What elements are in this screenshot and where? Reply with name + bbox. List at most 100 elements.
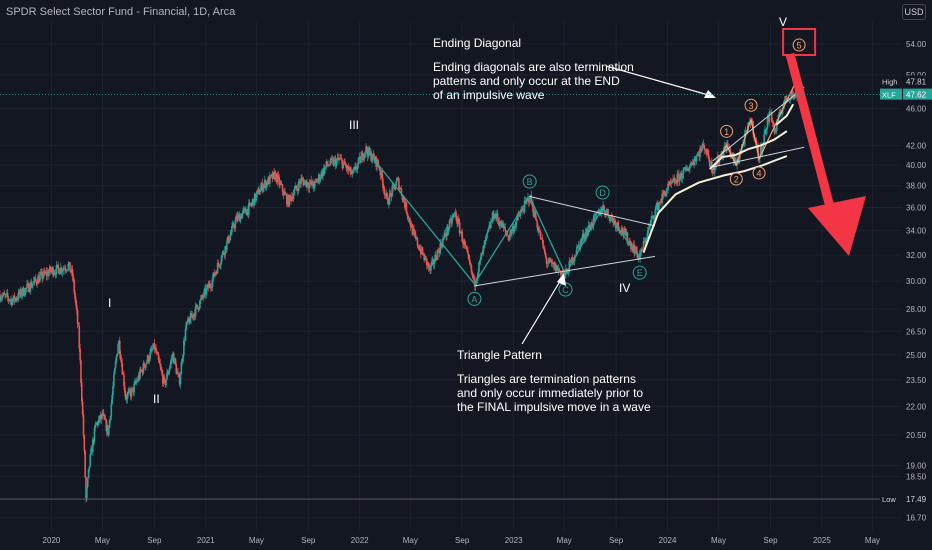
candle-body (156, 352, 158, 354)
candle-body (101, 414, 103, 417)
candle-body (113, 368, 116, 375)
candle-body (38, 275, 41, 283)
candle-body (671, 182, 673, 183)
candle-body (86, 486, 88, 499)
candle-body (83, 435, 86, 452)
candle-body (439, 242, 442, 254)
candle-body (339, 158, 341, 160)
candle-body (53, 273, 55, 276)
candle-body (744, 130, 747, 134)
candle-body (678, 173, 680, 182)
candle-body (507, 235, 510, 241)
candle-body (64, 269, 67, 271)
candle-body (479, 260, 481, 263)
x-tick-label: 2023 (505, 536, 523, 545)
candle-body (445, 235, 447, 237)
triangle-upper-trendline (529, 196, 656, 227)
candle-body (542, 240, 544, 248)
candle-body (37, 276, 40, 283)
candle-body (152, 343, 155, 350)
candle-body (35, 280, 38, 284)
candle-body (112, 385, 114, 395)
currency-button[interactable]: USD (902, 4, 926, 20)
candle-body (457, 218, 459, 224)
candle-body (397, 178, 399, 180)
ending-diagonal-line: patterns and only occur at the END (433, 74, 620, 88)
candle-body (228, 240, 231, 243)
candle-body (217, 263, 220, 265)
candle-body (659, 202, 662, 203)
candle-body (60, 267, 63, 273)
candle-body (317, 174, 320, 180)
candle-body (18, 291, 21, 295)
candle-body (279, 182, 281, 185)
candle-body (107, 425, 109, 435)
candle-body (68, 262, 70, 264)
candle-body (590, 222, 593, 230)
candle-body (465, 246, 468, 250)
candle-body (482, 245, 485, 255)
ending-diagonal-pointer (605, 65, 713, 97)
candle-body (684, 167, 686, 169)
candle-body (257, 188, 259, 191)
price-axis[interactable]: 54.00 50.00 46.00 42.00 40.00 38.00 36.00 34.00… (880, 40, 932, 523)
candle-body (406, 213, 409, 216)
candle-body (528, 200, 531, 203)
candle-body (673, 178, 675, 180)
triangle-note-line: and only occur immediately prior to (457, 386, 644, 400)
candle-body (294, 185, 296, 190)
candle-body (783, 100, 786, 105)
candle-body (292, 194, 295, 200)
candle-body (246, 208, 248, 215)
candle-body (470, 264, 473, 273)
candle-body (312, 186, 315, 189)
triangle-note-line: the FINAL impulsive move in a wave (457, 400, 651, 414)
candle-body (344, 165, 347, 167)
candle-body (431, 259, 434, 262)
candle-body (704, 149, 706, 151)
svg-text:17.49: 17.49 (906, 495, 927, 504)
candle-body (64, 268, 66, 270)
candle-body (506, 232, 508, 235)
candle-body (662, 194, 664, 196)
candle-body (792, 96, 795, 99)
candle-body (384, 194, 387, 196)
candle-body (291, 196, 293, 201)
candle-body (312, 181, 314, 187)
candle-body (795, 96, 797, 98)
ending-diagonal-arrowhead (704, 90, 716, 98)
candle-body (10, 299, 12, 301)
candle-body (320, 171, 323, 178)
candle-body (484, 237, 487, 241)
candle-body (379, 170, 382, 176)
candle-body (621, 227, 624, 233)
candle-body (732, 153, 734, 155)
candle-body (666, 190, 668, 192)
candle-body (188, 317, 190, 320)
candle-body (418, 247, 420, 251)
low-price-tag: Low 17.49 (880, 493, 932, 505)
candle-body (440, 242, 442, 247)
candle-body (262, 187, 264, 191)
diagonal-point-label: 4 (752, 166, 766, 180)
candle-body (511, 226, 514, 230)
candle-body (553, 262, 555, 270)
candle-body (269, 175, 272, 176)
candle-body (288, 195, 291, 207)
candle-body (694, 158, 696, 160)
candle-body (784, 96, 786, 101)
candle-body (282, 191, 285, 196)
candle-body (430, 265, 432, 271)
candle-body (500, 220, 502, 225)
candle-body (128, 389, 130, 392)
candle-body (231, 226, 233, 233)
candle-body (533, 211, 536, 217)
candle-body (140, 369, 142, 372)
candle-body (388, 203, 390, 205)
candle-body (512, 226, 515, 232)
candle-body (340, 158, 343, 160)
time-axis[interactable]: 2020 May Sep 2021 May Sep 2022 May Sep 2023 May Sep… (43, 536, 880, 545)
symbol-title[interactable]: SPDR Select Sector Fund - Financial, 1D,… (6, 6, 236, 18)
candle-body (516, 215, 518, 222)
